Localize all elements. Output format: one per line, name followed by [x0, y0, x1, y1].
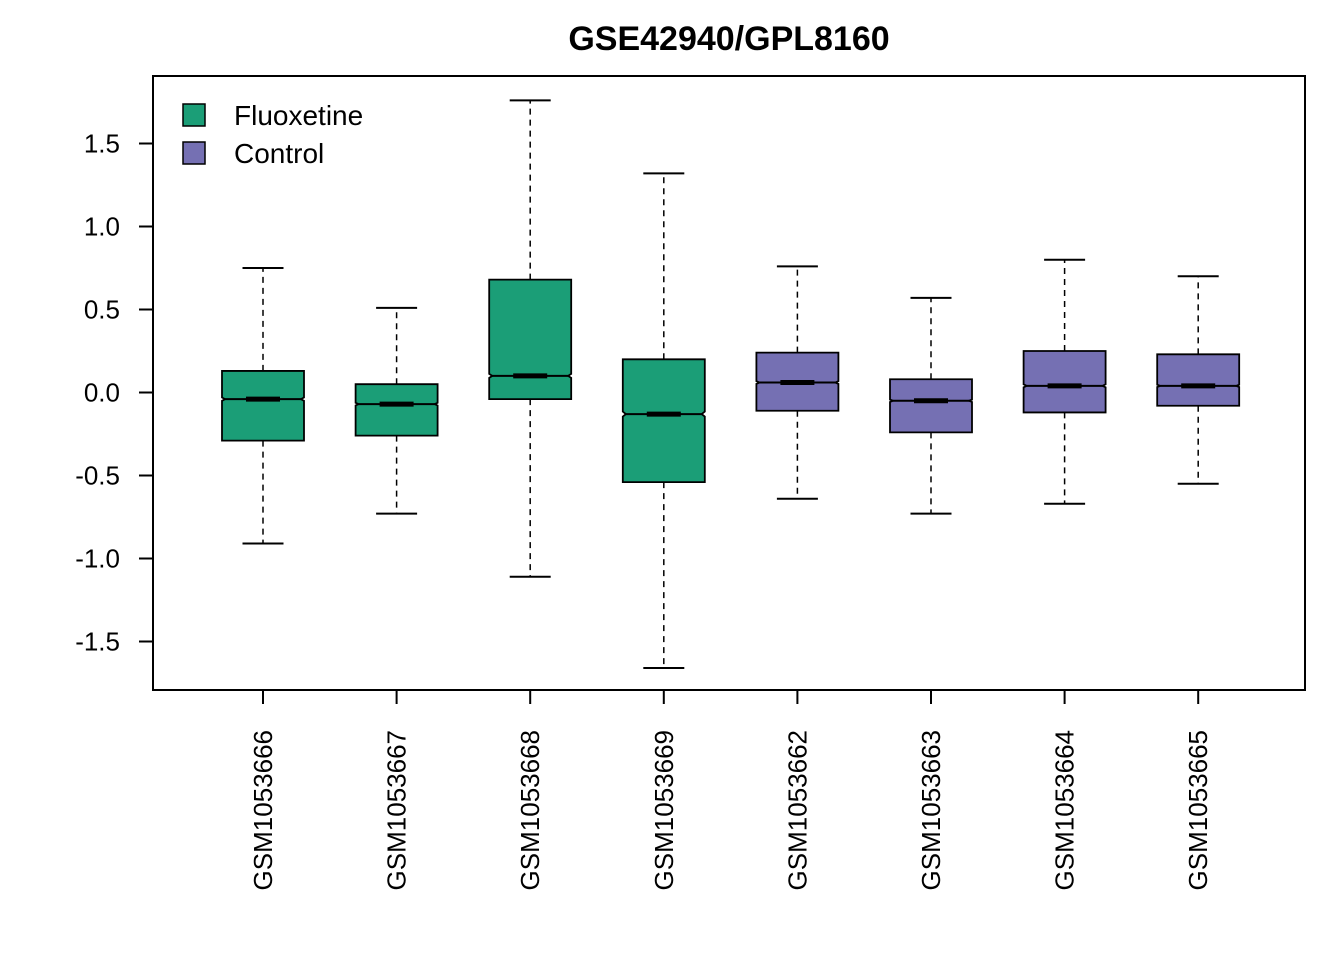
box-GSM1053664 [1022, 258, 1107, 505]
box-body [221, 370, 305, 442]
y-tick-label: -1.0 [75, 544, 120, 574]
legend-label-fluoxetine: Fluoxetine [234, 100, 363, 131]
x-tick-label: GSM1053668 [515, 730, 545, 890]
x-tick-label: GSM1053667 [382, 730, 412, 890]
box-GSM1053669 [621, 172, 706, 670]
box-body [1156, 353, 1241, 407]
box-GSM1053662 [755, 265, 840, 500]
box-GSM1053667 [354, 306, 439, 515]
y-tick-label: -1.5 [75, 627, 120, 657]
legend: Fluoxetine Control [182, 100, 363, 169]
box-GSM1053666 [221, 267, 305, 545]
x-tick-label: GSM1053665 [1183, 730, 1213, 890]
box-body [621, 358, 706, 484]
x-tick-label: GSM1053666 [248, 730, 278, 890]
chart-title: GSE42940/GPL8160 [568, 20, 889, 58]
y-tick-label: 1.0 [84, 212, 120, 242]
y-tick-label: 0.0 [84, 378, 120, 408]
legend-swatch-fluoxetine [182, 103, 206, 127]
y-tick-label: -0.5 [75, 461, 120, 491]
box-body [889, 378, 973, 434]
box-GSM1053665 [1156, 275, 1241, 485]
box-GSM1053663 [889, 296, 973, 515]
x-tick-label: GSM1053662 [782, 730, 812, 890]
x-tick-label: GSM1053664 [1050, 730, 1080, 890]
y-tick-label: 1.5 [84, 129, 120, 159]
box-body [354, 383, 439, 437]
box-GSM1053668 [488, 99, 573, 578]
legend-label-control: Control [234, 138, 324, 169]
y-tick-label: 0.5 [84, 295, 120, 325]
x-tick-label: GSM1053663 [916, 730, 946, 890]
plot-frame [152, 75, 1306, 691]
x-axis: GSM1053666 GSM1053667 GSM1053668 GSM1053669… [248, 689, 1213, 890]
box-body [1022, 350, 1107, 414]
legend-swatch-control [182, 141, 206, 165]
y-axis: -1.5 -1.0 -0.5 0.0 0.5 1.0 1.5 [75, 129, 154, 657]
box-body [488, 278, 573, 401]
x-tick-label: GSM1053669 [649, 730, 679, 890]
boxes-layer [221, 99, 1241, 670]
